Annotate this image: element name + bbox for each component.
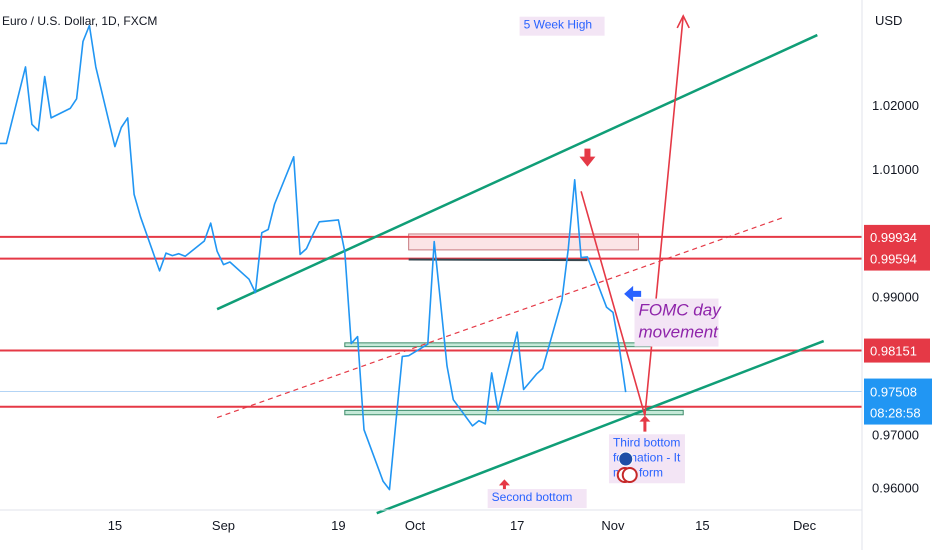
bar-countdown-label: 08:28:58 (870, 406, 921, 421)
annotation-5-week-high-line-0: 5 Week High (524, 18, 592, 32)
x-tick-label-2: 19 (331, 518, 345, 533)
eu-flag-icon (618, 451, 634, 467)
third-bottom-up-arrow (639, 415, 651, 432)
x-tick-label-1: Sep (212, 518, 235, 533)
level-price-tag-2 (864, 338, 930, 363)
x-tick-label-0: 15 (108, 518, 122, 533)
x-tick-label-7: Dec (793, 518, 817, 533)
annotation-third-bottom-line-0: Third bottom (613, 435, 680, 449)
last-price-tag (864, 378, 932, 425)
level-price-tag-0 (864, 224, 930, 249)
level-price-tag-1 (864, 246, 930, 271)
y-tick-label-0: 1.02000 (872, 98, 919, 113)
y-tick-label-partial: 0.97000 (872, 428, 919, 443)
zone-box-1[interactable] (344, 342, 652, 348)
x-tick-label-3: Oct (405, 518, 426, 533)
zone-box-2[interactable] (344, 409, 684, 416)
x-tick-label-5: Nov (601, 518, 625, 533)
x-tick-label-4: 17 (510, 518, 524, 533)
channel-line-lower[interactable] (376, 339, 825, 515)
zone-box-0[interactable] (408, 233, 640, 251)
projection-arrowhead (676, 14, 690, 29)
level-price-label-1: 0.99594 (870, 252, 917, 267)
last-price-label: 0.97508 (870, 385, 917, 400)
channel-line-mid[interactable] (216, 216, 786, 419)
y-tick-label-1: 1.01000 (872, 162, 919, 177)
neckline[interactable] (408, 258, 588, 262)
fomc-pointer-arrow (624, 285, 642, 302)
annotation-second-bottom-line-0: Second bottom (492, 490, 573, 504)
second-bottom-up-arrow (498, 479, 510, 496)
y-tick-label-3: 0.96000 (872, 481, 919, 496)
channel-line-upper[interactable] (216, 33, 818, 311)
down-arrow-5-week-high (579, 148, 596, 167)
annotation-fomc-bg (634, 298, 719, 347)
price-line[interactable] (0, 24, 627, 491)
annotation-fomc-line-0: FOMC day (639, 301, 723, 320)
chart-title: Euro / U.S. Dollar, 1D, FXCM (2, 14, 157, 28)
annotation-second-bottom-bg (487, 489, 587, 509)
annotation-fomc-line-1: movement (639, 323, 720, 342)
x-tick-label-6: 15 (695, 518, 709, 533)
annotation-5-week-high-bg (519, 16, 605, 36)
us-flag-icon-2 (621, 467, 638, 483)
currency-label: USD (875, 13, 902, 28)
level-price-label-0: 0.99934 (870, 230, 917, 245)
y-tick-label-2: 0.99000 (872, 289, 919, 304)
level-price-label-2: 0.98151 (870, 344, 917, 359)
